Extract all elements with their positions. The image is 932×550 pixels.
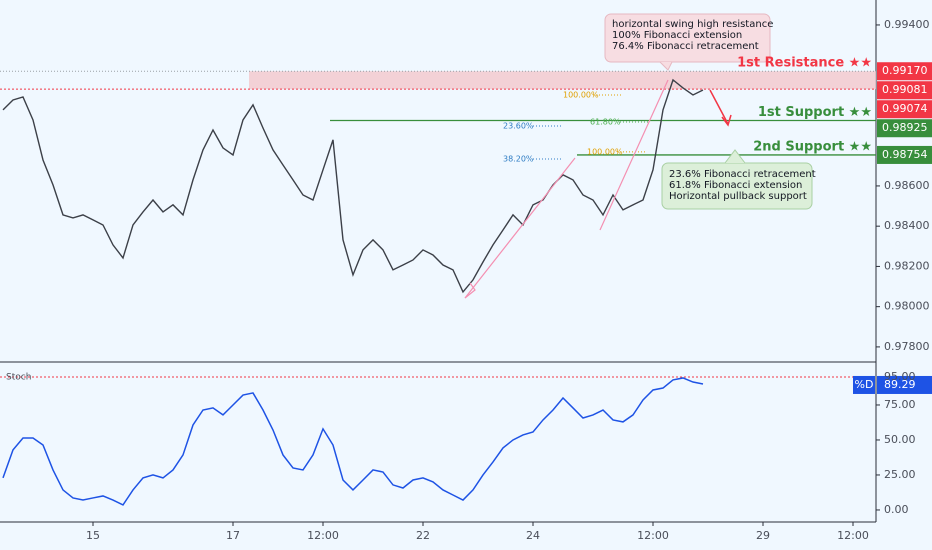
labels: 0.97800 0.98000 0.98200 0.98400 0.98600 0.994… — [6, 18, 932, 542]
level-name: 2nd Support ★★ — [753, 139, 872, 154]
price-tag — [877, 119, 932, 138]
fib-label: 100.00% — [563, 90, 599, 99]
price-line — [2, 78, 704, 294]
fib-drawing — [599, 79, 669, 231]
y-tick-label: 0.98200 — [884, 259, 930, 272]
x-tick-label: 15 — [86, 529, 100, 542]
y-tick-label: 50.00 — [884, 433, 916, 446]
last-name-tag — [853, 375, 875, 394]
price-tag-label: 0.99074 — [882, 102, 928, 115]
note-text: 61.8% Fibonacci extension — [669, 180, 802, 191]
y-tick-label: 0.98600 — [884, 179, 930, 192]
fib-label: 61.80% — [590, 117, 621, 126]
last-tag — [877, 375, 932, 394]
note-text: 76.4% Fibonacci retracement — [612, 41, 759, 52]
last-value: 89.29 — [884, 378, 916, 391]
x-tick-label: 17 — [226, 529, 240, 542]
fib-label: 23.60% — [503, 121, 534, 130]
note-pointer — [659, 61, 673, 71]
note-text: Horizontal pullback support — [669, 191, 807, 202]
y-tick-label: 25.00 — [884, 468, 916, 481]
x-tick-label: 29 — [756, 529, 770, 542]
y-tick-label: 0.98000 — [884, 300, 930, 313]
note-text: 100% Fibonacci extension — [612, 30, 742, 41]
threshold-label: 95.00 — [884, 370, 916, 383]
y-tick-label: 0.98400 — [884, 219, 930, 232]
note-box — [604, 13, 771, 63]
marks — [0, 24, 932, 526]
note-pointer — [724, 149, 746, 164]
resistance-zone — [249, 71, 876, 90]
stoch-name: Stoch — [6, 373, 31, 383]
price-tag — [877, 81, 932, 100]
fib-label: 38.20% — [503, 154, 534, 163]
y-tick-label: 75.00 — [884, 398, 916, 411]
x-tick-label: 12:00 — [637, 529, 669, 542]
fib-arrow — [464, 282, 476, 299]
level-name: 1st Support ★★ — [758, 105, 872, 120]
y-tick-label: 0.00 — [884, 503, 909, 516]
red-arrow — [709, 89, 729, 125]
x-tick-label: 12:00 — [837, 529, 869, 542]
fib-label: 100.00% — [587, 147, 623, 156]
x-tick-label: 22 — [416, 529, 430, 542]
note-text: 23.6% Fibonacci retracement — [669, 169, 816, 180]
fib-drawing — [464, 157, 576, 299]
price-tag-label: 0.99170 — [882, 64, 928, 77]
x-tick-label: 24 — [526, 529, 540, 542]
level-name: 1st Resistance ★★ — [737, 56, 872, 71]
price-tag-label: 0.98754 — [882, 148, 928, 161]
red-arrow-head — [721, 114, 732, 127]
x-tick-label: 12:00 — [307, 529, 339, 542]
last-name: %D — [855, 378, 874, 391]
price-tag-label: 0.98925 — [882, 121, 928, 134]
note-text: horizontal swing high resistance — [612, 19, 773, 30]
price-tag — [877, 62, 932, 81]
price-tag — [877, 100, 932, 119]
stoch-line — [2, 377, 704, 506]
price-tag — [877, 145, 932, 164]
y-tick-label: 0.99400 — [884, 18, 930, 31]
y-tick-label: 0.97800 — [884, 340, 930, 353]
price-tag-label: 0.99081 — [882, 83, 928, 96]
